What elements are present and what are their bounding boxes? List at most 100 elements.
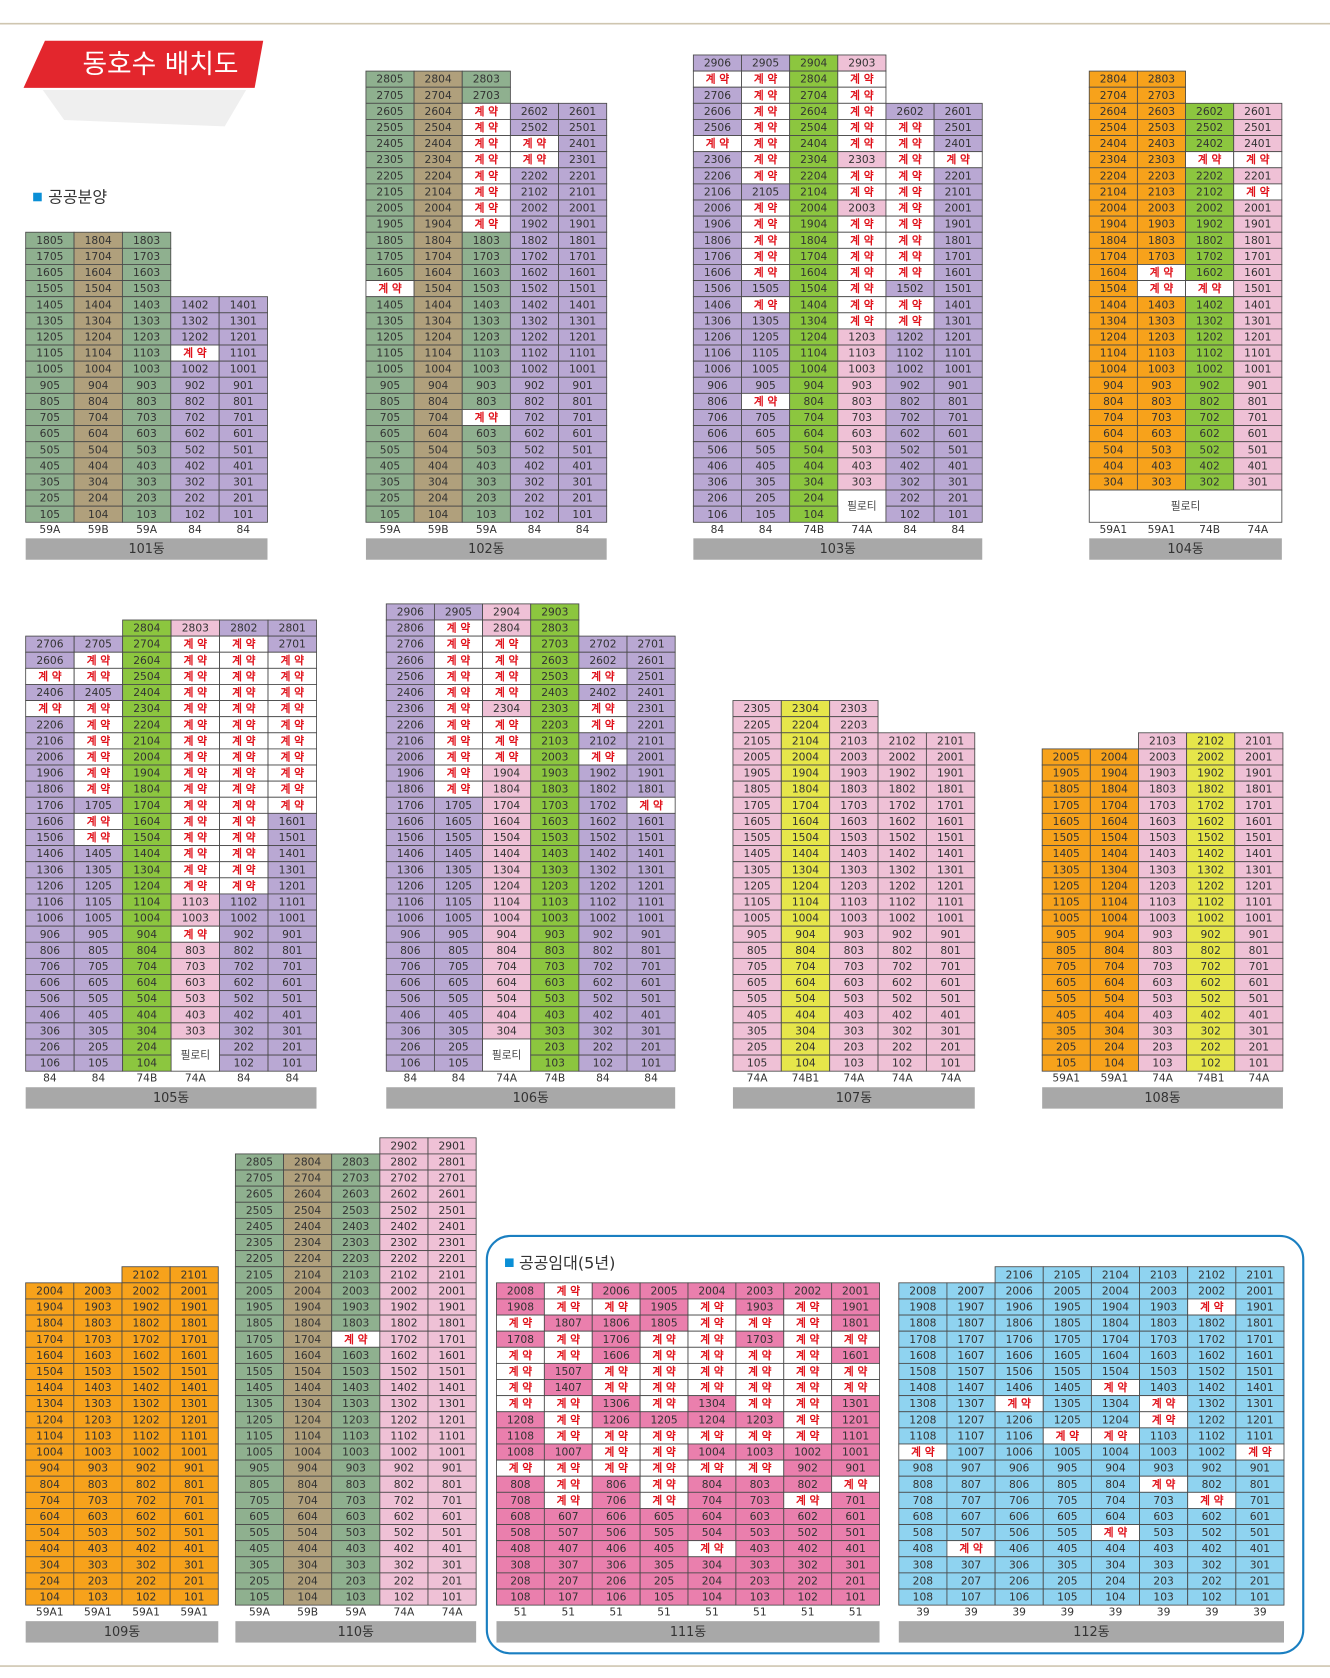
unit-label: 1201 — [279, 879, 306, 892]
unit-label: 604 — [1103, 427, 1124, 440]
unit-label: 703 — [750, 1494, 770, 1507]
unit-type: 59A — [476, 523, 498, 536]
unit-label: 1805 — [36, 234, 63, 247]
unit-label: 1502 — [390, 1365, 417, 1378]
unit-label: 2101 — [945, 185, 972, 198]
unit-label: 1308 — [909, 1397, 936, 1410]
unit-label: 1403 — [1148, 298, 1175, 311]
unit-label: 403 — [852, 459, 872, 472]
contract-label: 계 약 — [184, 928, 208, 941]
unit-label: 603 — [185, 976, 205, 989]
contract-label: 계 약 — [898, 153, 922, 166]
unit-label: 503 — [844, 992, 864, 1005]
contract-label: 계 약 — [447, 622, 471, 635]
unit-type: 84 — [759, 523, 773, 536]
unit-label: 2705 — [85, 638, 112, 651]
unit-label: 304 — [137, 1024, 158, 1037]
unit-label: 501 — [940, 992, 960, 1005]
unit-label: 504 — [702, 1526, 723, 1539]
unit-label: 1604 — [85, 266, 112, 279]
unit-label: 404 — [496, 1008, 517, 1021]
contract-label: 계 약 — [232, 702, 256, 715]
unit-label: 305 — [448, 1024, 468, 1037]
unit-label: 1503 — [342, 1365, 369, 1378]
unit-label: 1107 — [957, 1429, 984, 1442]
unit-label: 604 — [804, 427, 825, 440]
unit-label: 204 — [1104, 1041, 1125, 1054]
unit-label: 1303 — [1148, 314, 1175, 327]
contract-label: 계 약 — [850, 169, 874, 182]
unit-label: 1404 — [1100, 298, 1127, 311]
unit-label: 1904 — [133, 767, 160, 780]
unit-label: 1805 — [744, 783, 771, 796]
unit-label: 1106 — [1006, 1429, 1033, 1442]
unit-label: 2404 — [133, 686, 160, 699]
unit-label: 704 — [297, 1494, 318, 1507]
unit-label: 2601 — [438, 1188, 465, 1201]
unit-label: 1101 — [842, 1429, 869, 1442]
unit-label: 1902 — [889, 767, 916, 780]
unit-label: 1205 — [752, 331, 779, 344]
unit-label: 1502 — [1198, 1365, 1225, 1378]
contract-label: 계 약 — [1198, 153, 1222, 166]
contract-label: 계 약 — [509, 1317, 533, 1330]
contract-label: 계 약 — [604, 1365, 628, 1378]
unit-label: 1104 — [85, 347, 112, 360]
unit-label: 1803 — [473, 234, 500, 247]
unit-label: 603 — [852, 427, 872, 440]
unit-label: 2005 — [650, 1284, 677, 1297]
unit-label: 2003 — [1148, 202, 1175, 215]
unit-label: 2206 — [36, 718, 63, 731]
unit-label: 105 — [249, 1591, 269, 1604]
unit-label: 1502 — [589, 831, 616, 844]
unit-label: 506 — [40, 992, 61, 1005]
unit-label: 2105 — [1054, 1268, 1081, 1281]
unit-label: 101 — [1249, 1057, 1269, 1070]
unit-label: 1201 — [181, 1413, 208, 1426]
unit-label: 104 — [795, 1057, 816, 1070]
unit-label: 703 — [136, 411, 156, 424]
unit-label: 1403 — [342, 1381, 369, 1394]
unit-label: 305 — [88, 1024, 108, 1037]
unit-label: 901 — [442, 1462, 462, 1475]
unit-label: 1101 — [1245, 896, 1272, 909]
contract-label: 계 약 — [184, 831, 208, 844]
unit-label: 703 — [346, 1494, 366, 1507]
unit-label: 904 — [40, 1462, 61, 1475]
unit-label: 1204 — [36, 1413, 63, 1426]
unit-label: 201 — [940, 1041, 960, 1054]
unit-label: 2002 — [521, 202, 548, 215]
unit-label: 304 — [88, 476, 109, 489]
unit-label: 407 — [558, 1542, 578, 1555]
unit-label: 606 — [400, 976, 421, 989]
unit-label: 104 — [702, 1591, 723, 1604]
unit-label: 403 — [136, 459, 156, 472]
unit-label: 704 — [428, 411, 449, 424]
contract-label: 계 약 — [898, 218, 922, 231]
unit-label: 1905 — [1053, 767, 1080, 780]
unit-label: 1002 — [521, 363, 548, 376]
unit-label: 1205 — [36, 331, 63, 344]
unit-label: 604 — [137, 976, 158, 989]
unit-label: 2004 — [800, 202, 827, 215]
unit-label: 404 — [297, 1542, 318, 1555]
unit-label: 1503 — [840, 831, 867, 844]
contract-label: 계 약 — [754, 89, 778, 102]
unit-label: 1402 — [181, 298, 208, 311]
unit-type: 59A1 — [36, 1606, 64, 1619]
unit-label: 902 — [1200, 928, 1220, 941]
unit-label: 1706 — [36, 799, 63, 812]
unit-label: 2606 — [397, 654, 424, 667]
unit-label: 502 — [1202, 1526, 1222, 1539]
unit-label: 1405 — [744, 847, 771, 860]
unit-label: 603 — [1153, 1510, 1173, 1523]
unit-label: 2601 — [569, 105, 596, 118]
unit-label: 105 — [654, 1591, 674, 1604]
contract-label: 계 약 — [748, 1381, 772, 1394]
contract-label: 계 약 — [652, 1333, 676, 1346]
unit-label: 1201 — [438, 1413, 465, 1426]
unit-label: 2505 — [376, 121, 403, 134]
unit-label: 1203 — [133, 331, 160, 344]
unit-label: 2402 — [1196, 137, 1223, 150]
unit-label: 402 — [185, 459, 205, 472]
